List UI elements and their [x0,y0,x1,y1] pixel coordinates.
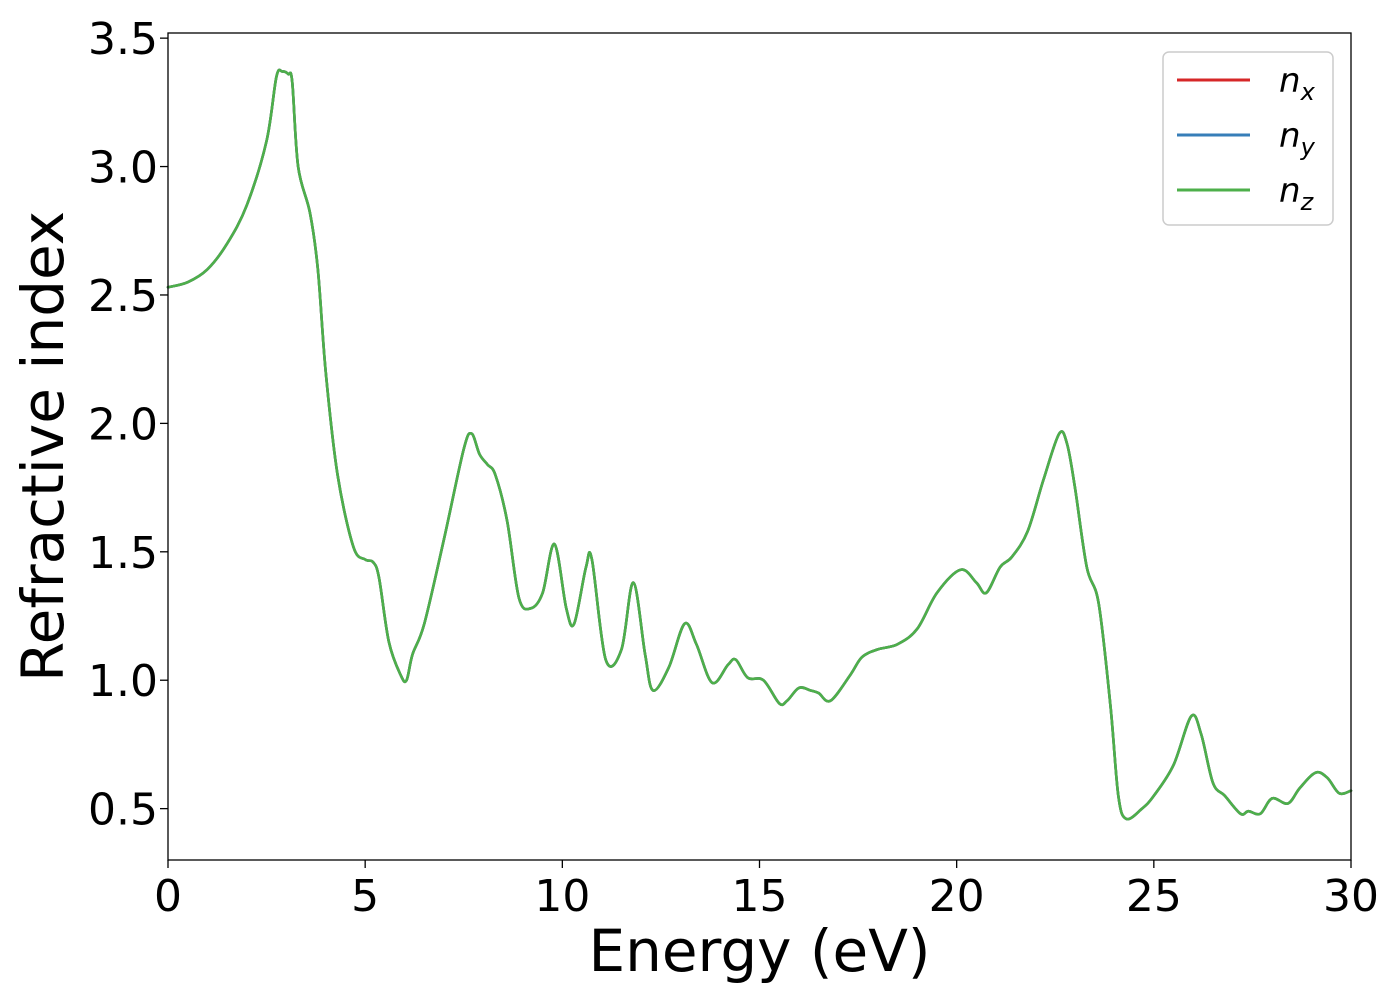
legend-label-nz: nz [1279,171,1315,216]
x-tick-label: 10 [534,871,590,922]
y-tick-label: 0.5 [88,785,158,836]
legend-label-nx: nx [1279,61,1316,106]
legend-label-ny: ny [1279,116,1316,161]
y-tick-label: 2.0 [88,399,158,450]
x-tick-label: 25 [1126,871,1182,922]
y-tick-label: 3.5 [88,14,158,65]
series-line-n-z [166,68,1353,821]
x-tick-label: 5 [351,871,379,922]
legend: nx ny nz [1162,51,1334,226]
x-tick-label: 0 [154,871,182,922]
y-tick-label: 1.5 [88,528,158,579]
y-axis: 0.5 1.0 1.5 2.0 2.5 3.0 3.5 [88,14,168,836]
x-axis-title: Energy (eV) [588,917,930,985]
legend-box [1162,51,1334,226]
y-tick-label: 2.5 [88,271,158,322]
y-tick-label: 3.0 [88,143,158,194]
x-axis: 0 5 10 15 20 25 30 [154,860,1379,922]
x-tick-label: 30 [1323,871,1379,922]
y-axis-title: Refractive index [9,211,77,682]
series-layer [166,68,1353,821]
x-tick-label: 20 [929,871,985,922]
x-tick-label: 15 [732,871,788,922]
y-tick-label: 1.0 [88,656,158,707]
